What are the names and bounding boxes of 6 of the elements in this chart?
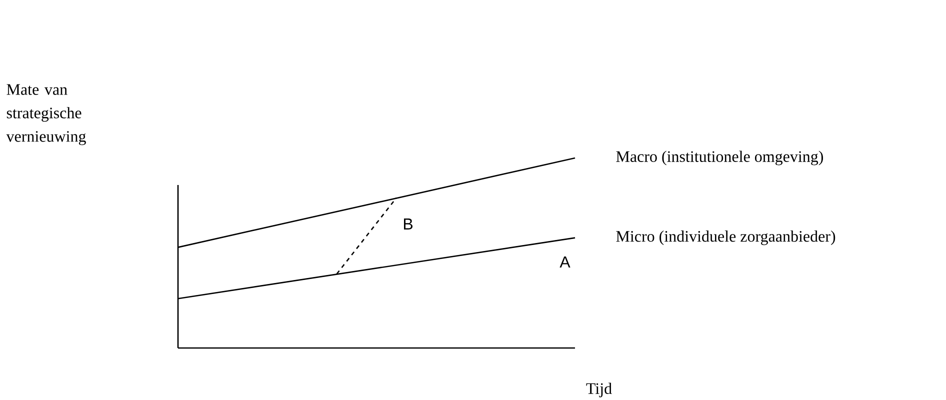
x-axis-title: Tijd	[586, 382, 612, 398]
text: Micro (individuele zorgaanbieder)	[616, 230, 836, 246]
annotation: A	[560, 256, 570, 268]
annotation: B	[404, 218, 412, 230]
text: Mate van strategische vernieuwing	[6, 84, 86, 146]
text: Macro (institutionele omgeving)	[616, 150, 823, 166]
